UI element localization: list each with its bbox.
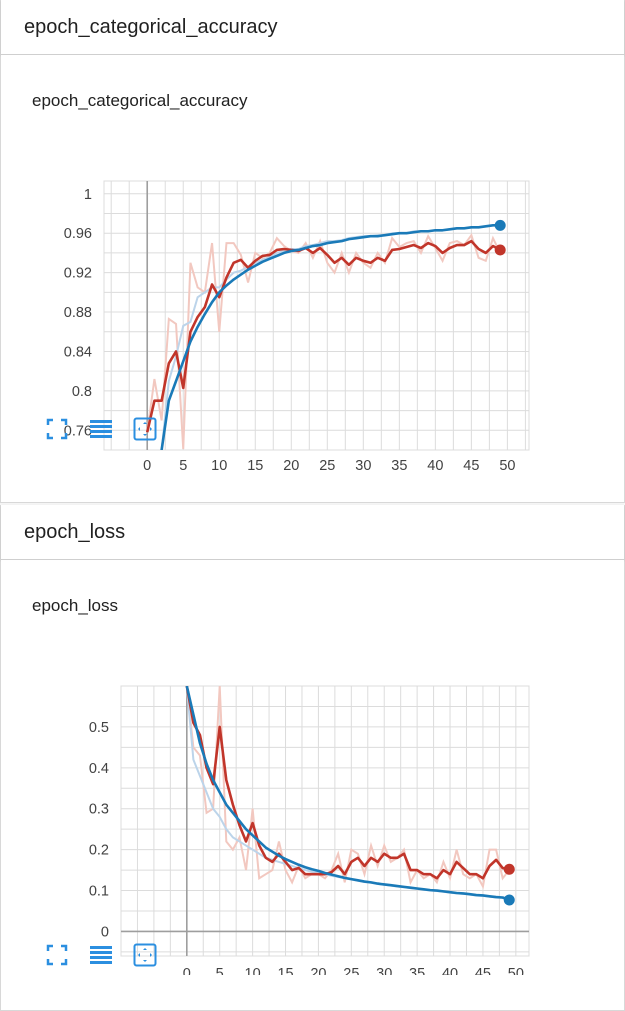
accuracy-chart-title: epoch_categorical_accuracy: [32, 91, 248, 110]
x-tick-label: 40: [442, 966, 458, 975]
loss-chart-title: epoch_loss: [32, 596, 119, 615]
x-tick-label: 10: [245, 966, 261, 975]
loss-chart[interactable]: 0 0.1 0.2 0.3 0.4 0.5 0 5 10 15 20 25 30 35 40 45 50: [1, 630, 624, 975]
x-tick-label: 15: [277, 966, 293, 975]
series-end-point: [503, 863, 515, 875]
accuracy-section-header[interactable]: epoch_categorical_accuracy: [1, 0, 624, 55]
loss-section: epoch_loss epoch_loss 0 0.1 0.2 0.3 0.4 0.5 0 5…: [0, 505, 625, 1011]
fullscreen-icon[interactable]: [45, 417, 69, 441]
x-tick-label: 35: [409, 966, 425, 975]
loss-toolbar: [45, 943, 177, 967]
x-tick-label: 5: [179, 458, 187, 473]
fit-domain-icon[interactable]: [133, 943, 157, 967]
accuracy-toolbar: [45, 417, 177, 441]
x-tick-label: 5: [216, 966, 224, 975]
y-tick-label: 0.4: [89, 761, 109, 777]
x-tick-label: 0: [143, 458, 151, 473]
accuracy-card: epoch_categorical_accuracy 0.76 0.8 0.84 0.…: [1, 55, 624, 503]
x-tick-label: 50: [508, 966, 524, 975]
y-tick-label: 0.88: [64, 305, 92, 321]
plot-frame: [120, 685, 530, 957]
x-tick-label: 0: [183, 966, 191, 975]
series-end-point: [503, 894, 515, 906]
x-tick-label: 30: [355, 458, 371, 473]
series-end-point: [494, 244, 506, 256]
x-tick-label: 25: [319, 458, 335, 473]
x-tick-label: 25: [343, 966, 359, 975]
series-line: [160, 224, 501, 450]
y-tick-label: 0.76: [64, 423, 92, 439]
y-tick-label: 0: [101, 924, 109, 940]
y-tick-label: 0.2: [89, 843, 109, 859]
y-tick-label: 0.92: [64, 266, 92, 282]
y-tick-label: 0.8: [72, 384, 92, 400]
series-line: [185, 686, 510, 902]
x-tick-label: 15: [247, 458, 263, 473]
series-raw-line: [160, 224, 501, 450]
x-tick-label: 40: [427, 458, 443, 473]
y-tick-label: 0.5: [89, 720, 109, 736]
x-tick-label: 20: [283, 458, 299, 473]
toggle-log-list-icon[interactable]: [89, 943, 113, 967]
fit-domain-icon[interactable]: [133, 417, 157, 441]
y-tick-label: 1: [84, 187, 92, 203]
y-tick-label: 0.84: [64, 344, 92, 360]
x-tick-label: 45: [475, 966, 491, 975]
x-tick-label: 10: [211, 458, 227, 473]
x-tick-label: 20: [310, 966, 326, 975]
x-tick-label: 50: [499, 458, 515, 473]
y-tick-label: 0.3: [89, 802, 109, 818]
loss-section-header[interactable]: epoch_loss: [1, 505, 624, 560]
x-tick-label: 35: [391, 458, 407, 473]
series-line: [185, 686, 510, 880]
accuracy-section: epoch_categorical_accuracy epoch_categor…: [0, 0, 625, 503]
plot-frame: [103, 180, 530, 451]
y-tick-label: 0.1: [89, 884, 109, 900]
x-tick-label: 45: [463, 458, 479, 473]
series-raw-line: [185, 686, 511, 890]
y-tick-label: 0.96: [64, 226, 92, 242]
series-raw-line: [146, 233, 502, 450]
loss-card: epoch_loss 0 0.1 0.2 0.3 0.4 0.5 0 5 10 15 20 25 30 3…: [1, 560, 624, 1011]
x-tick-label: 30: [376, 966, 392, 975]
toggle-log-list-icon[interactable]: [89, 417, 113, 441]
series-end-point: [494, 219, 506, 231]
fullscreen-icon[interactable]: [45, 943, 69, 967]
series-line: [145, 239, 501, 433]
